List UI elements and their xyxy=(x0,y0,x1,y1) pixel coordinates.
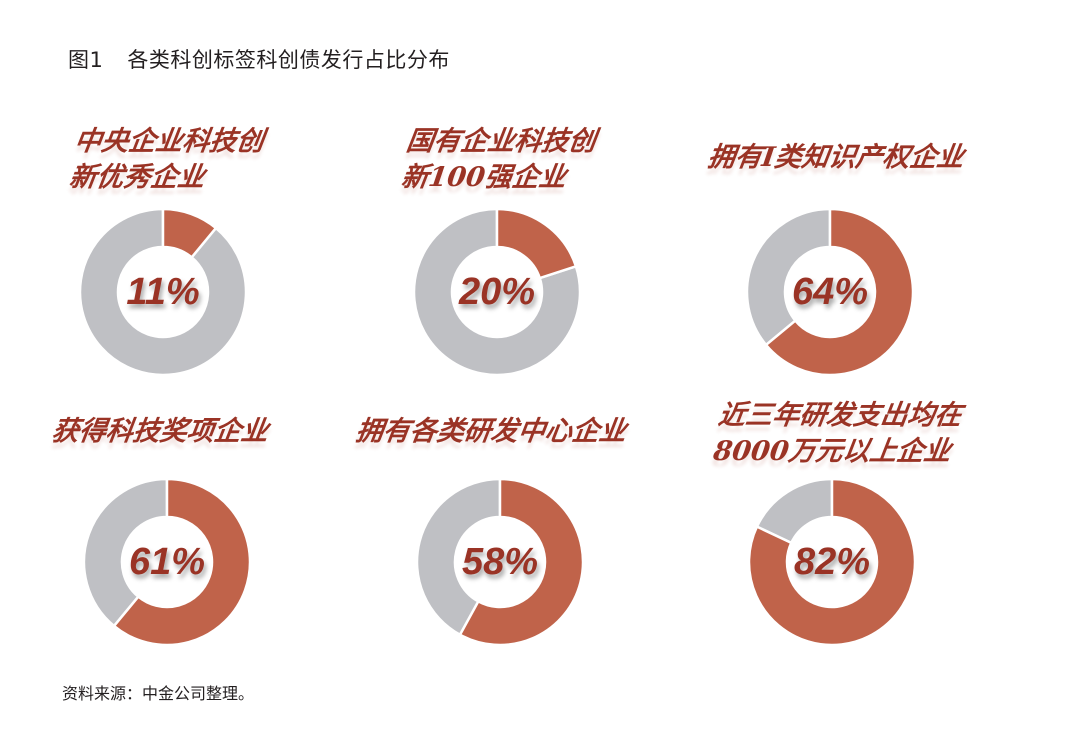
percent-label: 61% xyxy=(128,540,206,583)
donut-segment-share xyxy=(495,207,578,280)
percent-label: 64% xyxy=(791,270,869,313)
panel-label-line: 新100强企业 xyxy=(399,162,569,193)
donut-segment-share xyxy=(161,207,218,260)
percent-label: 82% xyxy=(793,540,871,583)
panel-label-line: 国有企业科技创 xyxy=(404,126,598,157)
percent-label: 20% xyxy=(458,270,536,313)
panel-label-line: 8000万元以上企业 xyxy=(711,436,953,467)
donut-chart-6: 82% xyxy=(747,477,917,647)
panel-label-1: 中央企业科技创 新优秀企业 xyxy=(67,124,266,196)
donut-segment-share xyxy=(764,207,915,377)
donut-svg xyxy=(747,477,917,647)
donut-svg xyxy=(412,207,582,377)
figure-title: 图1 各类科创标签科创债发行占比分布 xyxy=(68,44,450,74)
donut-svg xyxy=(82,477,252,647)
panel-label-3: 拥有I类知识产权企业 xyxy=(705,140,966,176)
donut-chart-4: 61% xyxy=(82,477,252,647)
donut-segment-remainder xyxy=(745,207,832,347)
panel-label-line: 拥有I类知识产权企业 xyxy=(705,142,966,173)
source-note: 资料来源：中金公司整理。 xyxy=(62,684,255,703)
figure-title-text: 各类科创标签科创债发行占比分布 xyxy=(127,48,450,72)
figure-number: 图1 xyxy=(68,48,104,72)
donut-segment-remainder xyxy=(82,477,169,628)
panel-label-5: 拥有各类研发中心企业 xyxy=(353,414,628,450)
donut-svg xyxy=(745,207,915,377)
donut-chart-1: 11% xyxy=(78,207,248,377)
panel-label-line: 拥有各类研发中心企业 xyxy=(353,416,629,447)
panel-label-6: 近三年研发支出均在 8000万元以上企业 xyxy=(711,398,964,470)
donut-svg xyxy=(78,207,248,377)
panel-label-line: 获得科技奖项企业 xyxy=(49,416,271,447)
panel-label-4: 获得科技奖项企业 xyxy=(49,414,270,450)
donut-segment-remainder xyxy=(78,207,248,377)
donut-segment-share xyxy=(112,477,252,647)
donut-chart-5: 58% xyxy=(415,477,585,647)
panel-label-2: 国有企业科技创 新100强企业 xyxy=(399,124,598,196)
percent-label: 58% xyxy=(461,540,539,583)
panel-label-line: 新优秀企业 xyxy=(67,162,207,193)
donut-segment-remainder xyxy=(415,477,502,637)
panel-label-line: 近三年研发支出均在 xyxy=(716,400,964,431)
donut-segment-share xyxy=(747,477,917,647)
donut-chart-3: 64% xyxy=(745,207,915,377)
panel-label-line: 中央企业科技创 xyxy=(72,126,266,157)
percent-label: 11% xyxy=(126,270,200,313)
donut-segment-share xyxy=(458,477,585,647)
donut-segment-remainder xyxy=(412,207,582,377)
donut-svg xyxy=(415,477,585,647)
donut-chart-2: 20% xyxy=(412,207,582,377)
